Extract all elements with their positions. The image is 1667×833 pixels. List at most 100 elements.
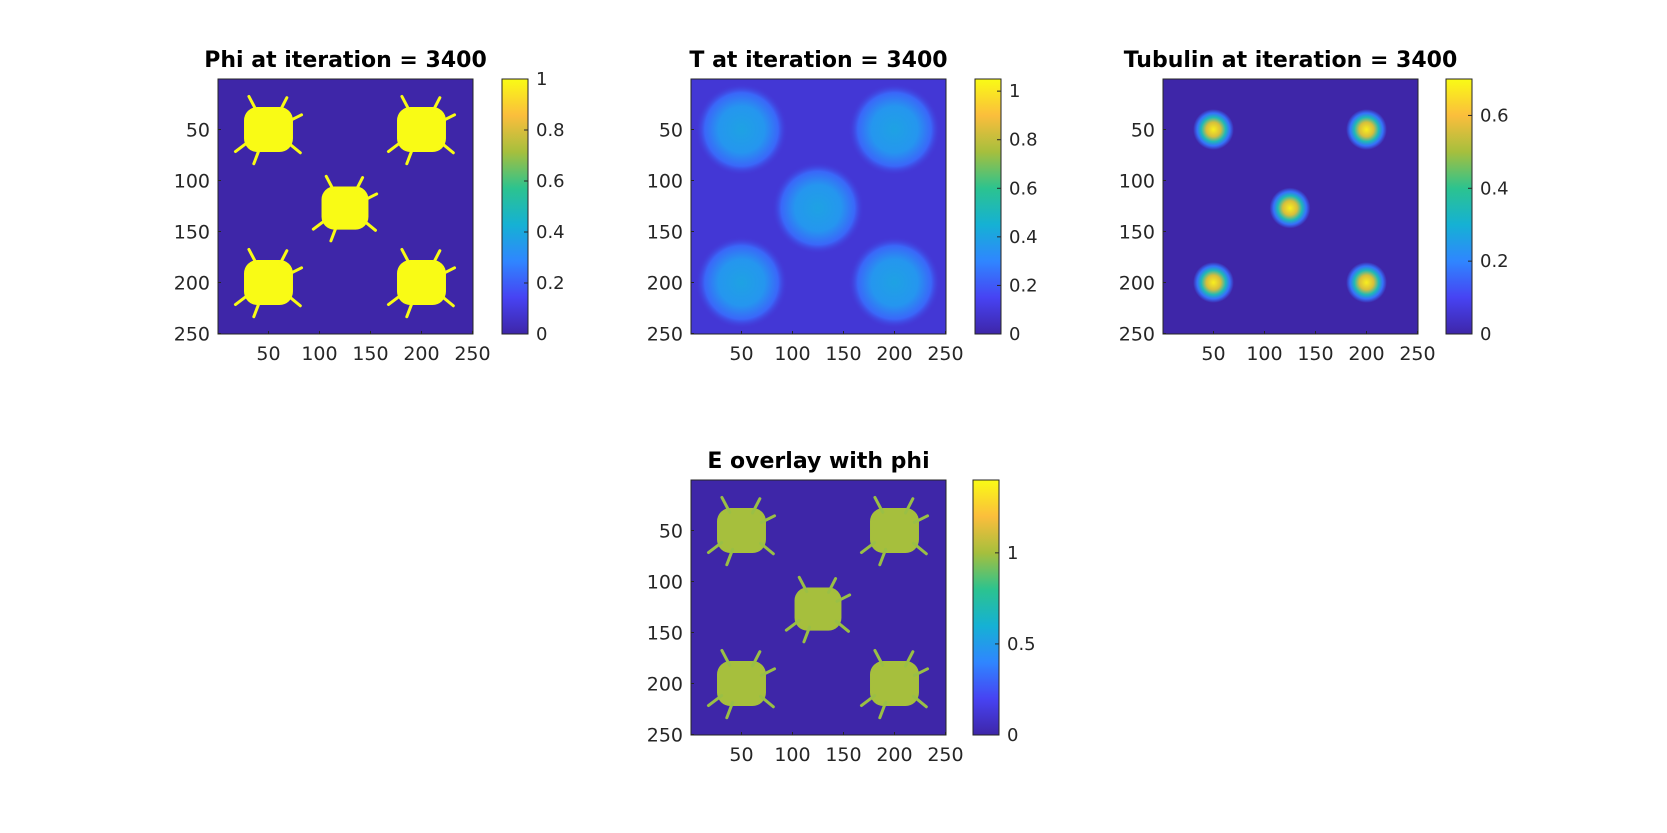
blob-branch: [247, 94, 259, 113]
colorbar-tick-label: 0.4: [1009, 227, 1038, 248]
axes-frame: [690, 78, 947, 335]
panel-1: 50 100 150 200 250 50 100 150 200 250 Phi at itera…: [174, 48, 565, 365]
blob-4: [244, 259, 293, 306]
y-tick-label: 50: [659, 520, 683, 542]
x-tick-label: 150: [352, 343, 388, 365]
y-tick-label: 50: [1131, 119, 1155, 141]
x-tick-label: 50: [729, 744, 753, 766]
blob-branch: [720, 648, 732, 667]
blob-branch: [252, 146, 262, 166]
blob-branch: [878, 700, 888, 720]
axes-frame: [1162, 78, 1419, 335]
blob-branch: [247, 247, 259, 266]
y-tick-label: 200: [647, 272, 683, 294]
y-tick-label: 150: [647, 221, 683, 243]
colorbar-tick-label: 0.2: [1009, 275, 1038, 296]
blob-3: [772, 162, 864, 254]
heatmap-image: [1193, 109, 1387, 303]
chart-title: T at iteration = 3400: [689, 48, 947, 73]
blob-5: [397, 259, 446, 306]
blob-branch: [400, 94, 412, 113]
y-tick-label: 200: [174, 272, 210, 294]
blob-branch: [439, 266, 457, 276]
blob-branch: [329, 224, 339, 243]
x-tick-label: 250: [1399, 343, 1435, 365]
blob-branch: [706, 694, 724, 708]
blob-branch: [286, 266, 304, 276]
blob-branch: [361, 218, 377, 232]
blob-5: [1346, 262, 1387, 303]
y-tick-label: 100: [174, 170, 210, 192]
x-tick-label: 200: [403, 343, 439, 365]
blob-branch: [439, 113, 457, 123]
x-tick-label: 150: [825, 744, 861, 766]
blob-2: [397, 106, 446, 153]
blob-branch: [797, 575, 809, 594]
blob-branch: [835, 593, 852, 603]
blob-2: [870, 507, 919, 554]
chart-title: E overlay with phi: [707, 449, 929, 474]
colorbar-tick-label: 0.2: [1480, 251, 1509, 272]
y-tick-label: 250: [1119, 323, 1155, 345]
chart-title: Tubulin at iteration = 3400: [1124, 48, 1458, 73]
blob-branch: [912, 667, 930, 677]
blob-branch: [784, 619, 801, 632]
blob-branch: [431, 96, 442, 114]
blob-1: [244, 106, 293, 153]
blob-branch: [431, 249, 442, 267]
x-tick-label: 250: [927, 343, 963, 365]
x-tick-label: 150: [1297, 343, 1333, 365]
heatmap-image: [233, 94, 457, 319]
blob-branch: [706, 541, 724, 555]
blob-branch: [873, 495, 885, 514]
blob-branch: [802, 625, 812, 644]
blob-branch: [439, 140, 455, 155]
blob-branch: [252, 299, 262, 319]
colorbar-tick-label: 0: [1007, 725, 1018, 746]
y-tick-label: 100: [647, 571, 683, 593]
colorbar-tick-label: 1: [1007, 543, 1018, 564]
blob-branch: [873, 648, 885, 667]
colorbar-tick-label: 0: [1009, 324, 1020, 345]
colorbar-tick-label: 0.5: [1007, 634, 1036, 655]
colorbar-tick-label: 1: [536, 69, 547, 90]
blob-branch: [720, 495, 732, 514]
blob-branch: [286, 140, 302, 155]
blob-branch: [878, 547, 888, 567]
colorbar-tick-label: 0: [1480, 324, 1491, 345]
blob-4: [695, 236, 788, 329]
blob-branch: [439, 293, 455, 308]
blob-5: [848, 236, 941, 329]
colorbar: [1445, 78, 1473, 335]
blob-branch: [859, 541, 877, 555]
blob-branch: [278, 249, 289, 267]
blob-branch: [286, 113, 304, 123]
colorbar-tick-label: 0.6: [1480, 105, 1509, 126]
blob-1: [695, 83, 788, 176]
y-tick-label: 250: [647, 323, 683, 345]
blob-branch: [405, 146, 415, 166]
blob-branch: [725, 700, 735, 720]
blob-branch: [233, 140, 251, 154]
blob-branch: [759, 694, 775, 709]
x-tick-label: 100: [774, 744, 810, 766]
blob-branch: [912, 694, 928, 709]
blob-4: [717, 660, 766, 707]
colorbar-tick-label: 0.8: [1009, 130, 1038, 151]
blob-branch: [233, 293, 251, 307]
panel-2: 50 100 150 200 250 50 100 150 200 250 T at iterati…: [647, 48, 1038, 365]
heatmap-image: [706, 495, 930, 720]
colorbar: [501, 78, 529, 335]
colorbar-tick-label: 0.4: [1480, 178, 1509, 199]
colorbar-tick-label: 0.6: [536, 171, 565, 192]
blob-2: [848, 83, 941, 176]
axes-frame: [690, 479, 947, 736]
blob-branch: [912, 541, 928, 556]
x-tick-label: 50: [729, 343, 753, 365]
heatmap-image: [695, 83, 941, 329]
x-tick-label: 200: [1348, 343, 1384, 365]
blob-branch: [834, 619, 850, 633]
blob-branch: [751, 497, 762, 515]
colorbar-tick-label: 0.8: [536, 120, 565, 141]
